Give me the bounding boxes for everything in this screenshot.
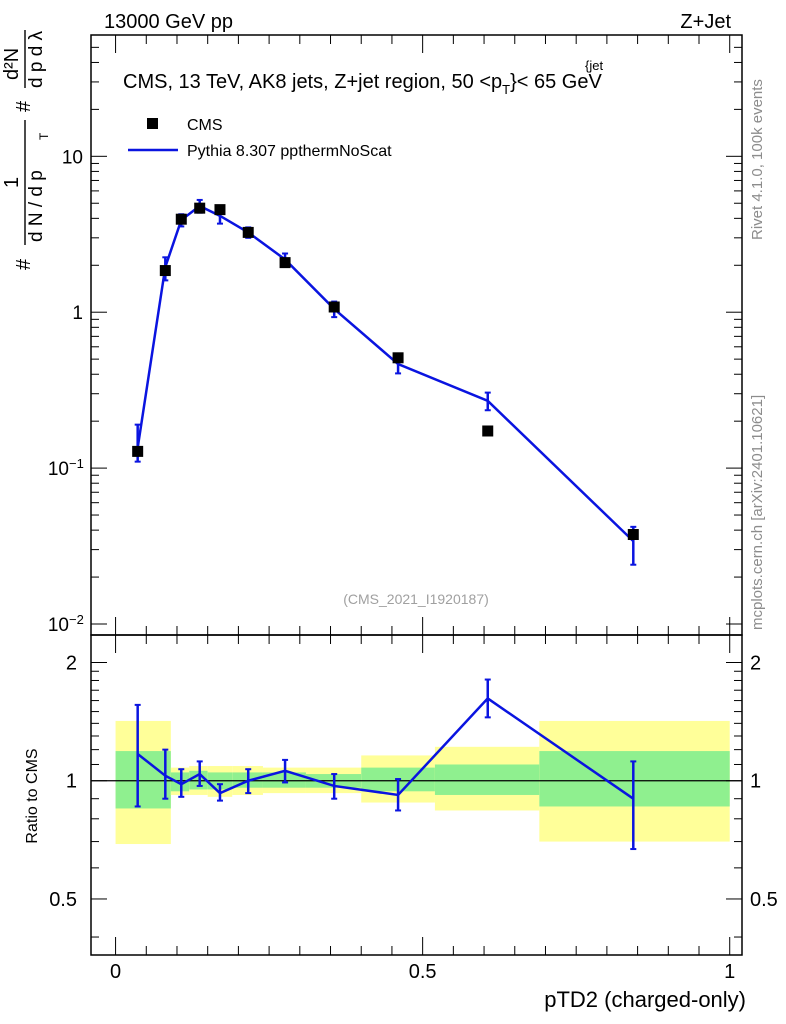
main-ytick-label: 10: [48, 459, 69, 480]
analysis-tag: (CMS_2021_I1920187): [343, 591, 489, 607]
chart-title-sub: T: [502, 82, 510, 97]
x-axis-ticks: 0 0.5 1: [110, 35, 735, 983]
legend-marker-cms: [147, 118, 158, 129]
data-marker: [132, 445, 144, 457]
ylabel-hash-2: #: [13, 100, 35, 112]
x-axis-label: pTD2 (charged-only): [544, 987, 746, 1012]
data-marker: [328, 301, 340, 313]
main-ytick-label: 10: [62, 147, 83, 168]
data-series-main: [132, 202, 639, 541]
ratio-band-inner-0: [115, 751, 171, 809]
legend-label-cms: CMS: [187, 117, 223, 134]
data-marker: [214, 204, 226, 216]
chart-title-tail: }< 65 GeV: [510, 71, 602, 93]
rivet-label: Rivet 4.1.0, 100k events: [749, 79, 766, 240]
mc-series-ratio: [134, 678, 637, 851]
ylabel-numerator-one: 1: [1, 177, 23, 188]
chart-title-main: CMS, 13 TeV, AK8 jets, Z+jet region, 50 …: [123, 71, 502, 93]
xtick-label: 1: [724, 961, 735, 983]
xtick-label: 0.5: [409, 961, 437, 983]
ratio-band-inner-8: [434, 764, 540, 795]
ratio-ytick-label-right: 2: [750, 653, 761, 675]
ylabel-sub-t: T: [37, 132, 51, 140]
main-ytick-label: 10: [48, 615, 69, 636]
ratio-ytick-label-left: 2: [66, 653, 77, 675]
mc-line: [136, 204, 635, 543]
header-left: 13000 GeV pp: [104, 11, 233, 33]
mcplots-label: mcplots.cern.ch [arXiv:2401.10621]: [749, 395, 766, 630]
ratio-plot-frame: [90, 634, 743, 956]
header-right: Z+Jet: [680, 11, 731, 33]
main-ytick-label: 1: [72, 303, 83, 324]
ratio-ytick-label-right: 1: [750, 771, 761, 793]
ylabel-numerator-2: d²N: [1, 48, 23, 80]
mc-series-main: [134, 198, 637, 566]
ratio-ytick-label-right: 0.5: [750, 889, 778, 911]
data-marker: [482, 425, 494, 437]
ylabel-hash: #: [13, 258, 35, 270]
data-marker: [392, 352, 404, 364]
legend-label-pythia: Pythia 8.307 ppthermNoScat: [187, 143, 392, 160]
main-ytick-label-exponent: −2: [69, 612, 84, 627]
data-marker: [242, 226, 254, 238]
data-marker: [279, 257, 291, 269]
ratio-ytick-label-left: 1: [66, 771, 77, 793]
ylabel-denominator: d N / d p: [26, 170, 47, 242]
data-marker: [627, 529, 639, 541]
chart-title-superscript: {jet: [585, 58, 603, 73]
data-marker: [175, 213, 187, 225]
main-y-axis-label: # d N / d p T 1 # d²N d p d λ: [1, 30, 51, 270]
chart-title: CMS, 13 TeV, AK8 jets, Z+jet region, 50 …: [123, 71, 602, 97]
data-marker: [159, 265, 171, 277]
ratio-y-axis-label: Ratio to CMS: [24, 748, 41, 843]
main-ytick-label-exponent: −1: [69, 456, 84, 471]
xtick-label: 0: [110, 961, 121, 983]
ratio-ytick-label-left: 0.5: [49, 889, 77, 911]
ylabel-denominator-2: d p d λ: [26, 30, 47, 88]
ratio-axis-ticks: 2 2 1 1 0.5 0.5: [49, 653, 778, 938]
data-marker: [194, 202, 206, 214]
